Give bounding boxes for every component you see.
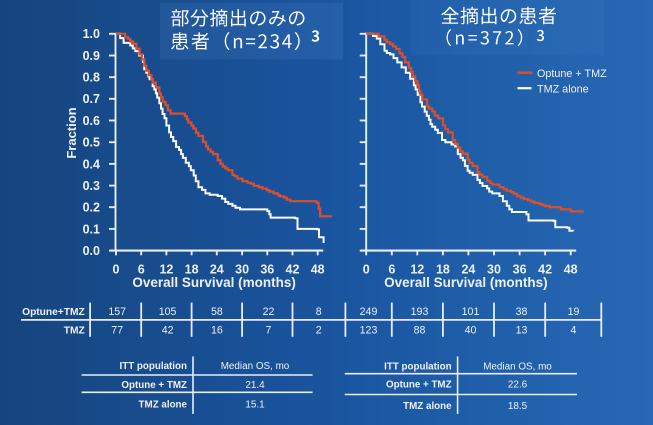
svg-text:0.7: 0.7 [83, 92, 100, 106]
svg-text:101: 101 [462, 306, 480, 318]
svg-text:249: 249 [360, 306, 378, 318]
svg-text:Median OS, mo: Median OS, mo [483, 361, 552, 372]
svg-text:42: 42 [162, 324, 174, 336]
svg-text:Overall Survival (months): Overall Survival (months) [132, 275, 296, 290]
svg-text:42: 42 [538, 263, 552, 277]
svg-text:88: 88 [414, 324, 426, 336]
svg-text:TMZ: TMZ [64, 325, 85, 336]
svg-text:4: 4 [571, 324, 577, 336]
svg-text:6: 6 [388, 263, 395, 277]
svg-text:18.5: 18.5 [508, 401, 528, 412]
svg-text:Fraction: Fraction [64, 107, 79, 158]
svg-text:19: 19 [568, 306, 580, 318]
svg-text:36: 36 [260, 263, 274, 277]
svg-text:193: 193 [411, 306, 429, 318]
svg-text:24: 24 [210, 263, 224, 277]
svg-text:0.6: 0.6 [83, 114, 100, 128]
svg-text:16: 16 [211, 324, 223, 336]
svg-text:7: 7 [266, 324, 272, 336]
svg-text:8: 8 [316, 306, 322, 318]
svg-text:0.4: 0.4 [83, 157, 100, 171]
svg-text:30: 30 [487, 263, 501, 277]
svg-text:0.1: 0.1 [83, 222, 100, 236]
svg-text:21.4: 21.4 [245, 380, 265, 391]
svg-text:18: 18 [436, 263, 450, 277]
svg-text:12: 12 [410, 263, 424, 277]
svg-text:15.1: 15.1 [245, 400, 265, 411]
svg-text:Overall Survival (months): Overall Survival (months) [384, 275, 548, 290]
svg-text:157: 157 [108, 306, 126, 318]
svg-text:105: 105 [159, 306, 177, 318]
svg-text:123: 123 [360, 324, 378, 336]
svg-text:0.2: 0.2 [83, 201, 100, 215]
svg-text:22: 22 [263, 306, 275, 318]
svg-text:ITT population: ITT population [120, 361, 187, 372]
svg-text:18: 18 [185, 263, 199, 277]
svg-text:Optune + TMZ: Optune + TMZ [386, 379, 452, 390]
svg-text:22.6: 22.6 [508, 379, 528, 390]
svg-text:13: 13 [516, 324, 528, 336]
svg-text:0.9: 0.9 [83, 49, 100, 63]
svg-text:Optune + TMZ: Optune + TMZ [537, 68, 607, 80]
svg-text:0.8: 0.8 [83, 71, 100, 85]
svg-text:TMZ alone: TMZ alone [537, 83, 589, 95]
svg-text:0.0: 0.0 [83, 244, 100, 258]
svg-text:77: 77 [111, 324, 123, 336]
svg-text:12: 12 [159, 263, 173, 277]
svg-text:2: 2 [316, 324, 322, 336]
svg-text:40: 40 [465, 324, 477, 336]
svg-text:38: 38 [516, 306, 528, 318]
svg-text:6: 6 [138, 263, 145, 277]
svg-text:Optune+TMZ: Optune+TMZ [22, 307, 85, 318]
svg-text:0: 0 [363, 263, 370, 277]
svg-text:24: 24 [461, 263, 475, 277]
svg-text:ITT population: ITT population [384, 361, 451, 372]
svg-text:48: 48 [311, 263, 325, 277]
svg-text:1.0: 1.0 [83, 27, 100, 41]
svg-text:36: 36 [513, 263, 527, 277]
svg-text:TMZ alone: TMZ alone [139, 400, 188, 411]
svg-text:42: 42 [286, 263, 300, 277]
svg-text:Median OS, mo: Median OS, mo [221, 361, 290, 372]
svg-text:0.5: 0.5 [83, 136, 100, 150]
svg-text:Optune + TMZ: Optune + TMZ [121, 380, 187, 391]
svg-text:0: 0 [113, 263, 120, 277]
svg-text:0.3: 0.3 [83, 179, 100, 193]
svg-text:58: 58 [211, 306, 223, 318]
svg-text:30: 30 [235, 263, 249, 277]
svg-text:TMZ alone: TMZ alone [403, 401, 452, 412]
svg-text:48: 48 [564, 263, 578, 277]
